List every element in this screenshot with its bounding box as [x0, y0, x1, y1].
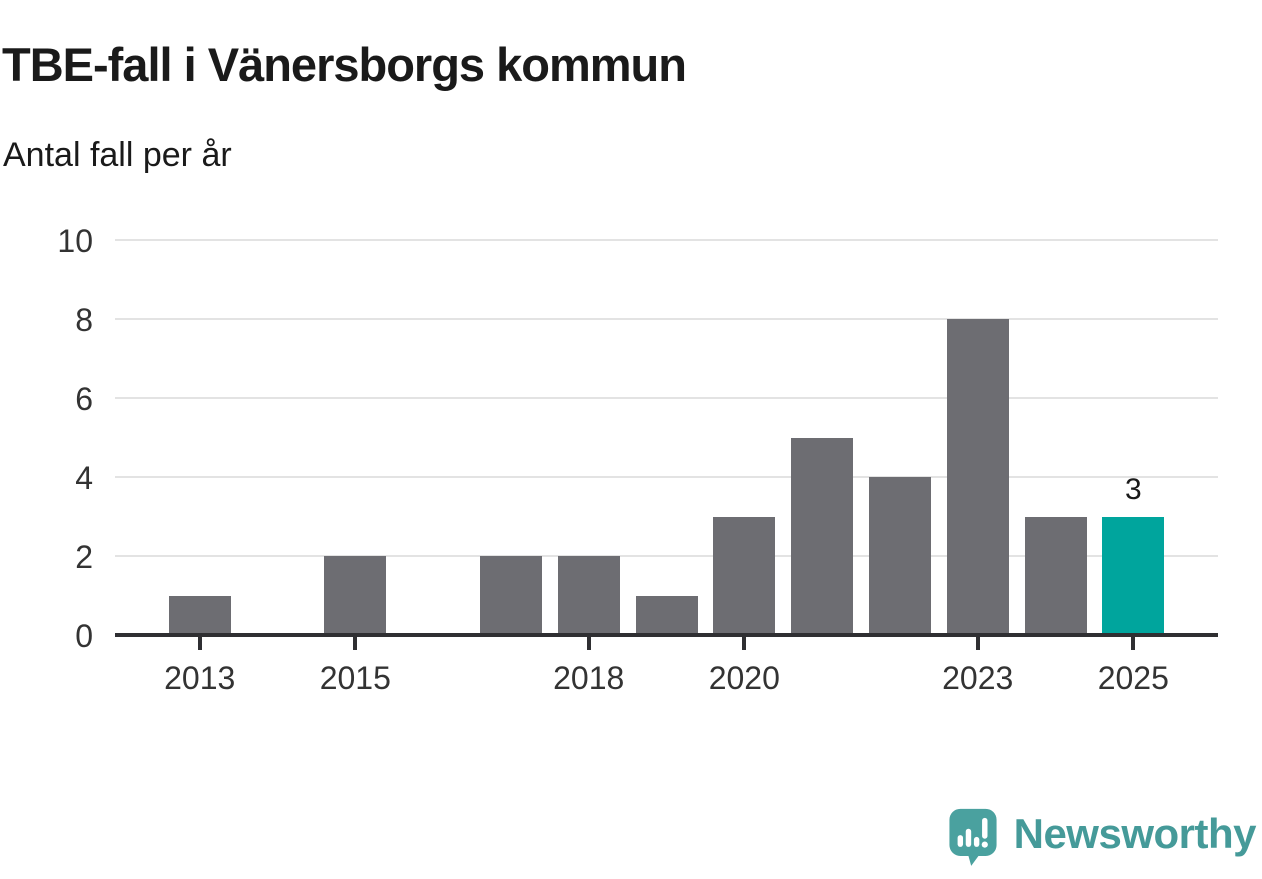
bar-2022 — [868, 477, 931, 635]
bubble-shape — [949, 808, 997, 866]
y-axis-label-8: 8 — [75, 302, 93, 338]
bar-2013 — [168, 595, 231, 635]
x-tick-2023 — [975, 637, 980, 650]
x-axis-label-2018: 2018 — [553, 660, 625, 696]
y-axis-label-10: 10 — [57, 223, 93, 259]
bar-2021 — [791, 437, 854, 635]
x-axis-label-2013: 2013 — [164, 660, 236, 696]
x-axis-label-2015: 2015 — [319, 660, 391, 696]
chart-subtitle: Antal fall per år — [3, 136, 232, 174]
x-axis-label-2023: 2023 — [942, 660, 1014, 696]
bar-2017 — [479, 556, 542, 635]
y-axis-label-2: 2 — [75, 539, 93, 575]
newsworthy-wordmark: Newsworthy — [1013, 810, 1257, 857]
bar-value-label-2025: 3 — [1124, 472, 1142, 506]
y-axis-label-0: 0 — [75, 618, 93, 654]
bar-2015 — [324, 556, 387, 635]
gridline-2 — [115, 555, 1218, 557]
bar-2024 — [1024, 516, 1087, 635]
x-tick-2020 — [742, 637, 747, 650]
bar-2019 — [635, 595, 698, 635]
bar-chart-glyph — [957, 817, 988, 848]
x-axis-label-2020: 2020 — [708, 660, 780, 696]
newsworthy-logo: Newsworthy — [944, 805, 1257, 867]
x-tick-2013 — [197, 637, 202, 650]
gridline-8 — [115, 318, 1218, 320]
bar-2023 — [946, 319, 1009, 635]
x-axis-line — [115, 633, 1218, 637]
bar-2025 — [1102, 516, 1165, 635]
chart-title: TBE-fall i Vänersborgs kommun — [2, 38, 687, 92]
x-tick-2018 — [586, 637, 591, 650]
bar-2020 — [713, 516, 776, 635]
x-axis-label-2025: 2025 — [1097, 660, 1169, 696]
gridline-6 — [115, 397, 1218, 399]
bar-2018 — [557, 556, 620, 635]
x-tick-2025 — [1131, 637, 1136, 650]
plot-area: 0 2 4 6 8 10 2013 2015 2018 2020 2023 2025 3 — [57, 225, 1218, 696]
newsworthy-bubble-icon — [949, 808, 997, 866]
y-axis-label-4: 4 — [75, 460, 93, 496]
x-tick-2015 — [353, 637, 358, 650]
gridline-10 — [115, 239, 1218, 241]
y-axis-label-6: 6 — [75, 381, 93, 417]
gridline-4 — [115, 476, 1218, 478]
